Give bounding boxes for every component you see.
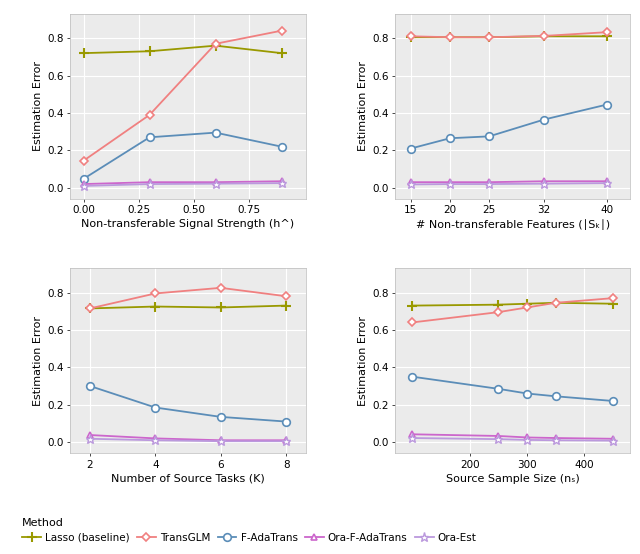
Y-axis label: Estimation Error: Estimation Error	[33, 316, 44, 406]
Y-axis label: Estimation Error: Estimation Error	[358, 316, 368, 406]
X-axis label: Number of Source Tasks (K): Number of Source Tasks (K)	[111, 474, 265, 484]
X-axis label: # Non-transferable Features (∣Sₖ∣): # Non-transferable Features (∣Sₖ∣)	[416, 219, 610, 230]
Y-axis label: Estimation Error: Estimation Error	[33, 61, 44, 151]
Legend: Lasso (baseline), TransGLM, F-AdaTrans, Ora-F-AdaTrans, Ora-Est: Lasso (baseline), TransGLM, F-AdaTrans, …	[18, 514, 481, 547]
X-axis label: Non-transferable Signal Strength (h^): Non-transferable Signal Strength (h^)	[81, 219, 294, 229]
Y-axis label: Estimation Error: Estimation Error	[358, 61, 368, 151]
X-axis label: Source Sample Size (nₛ): Source Sample Size (nₛ)	[446, 474, 580, 484]
